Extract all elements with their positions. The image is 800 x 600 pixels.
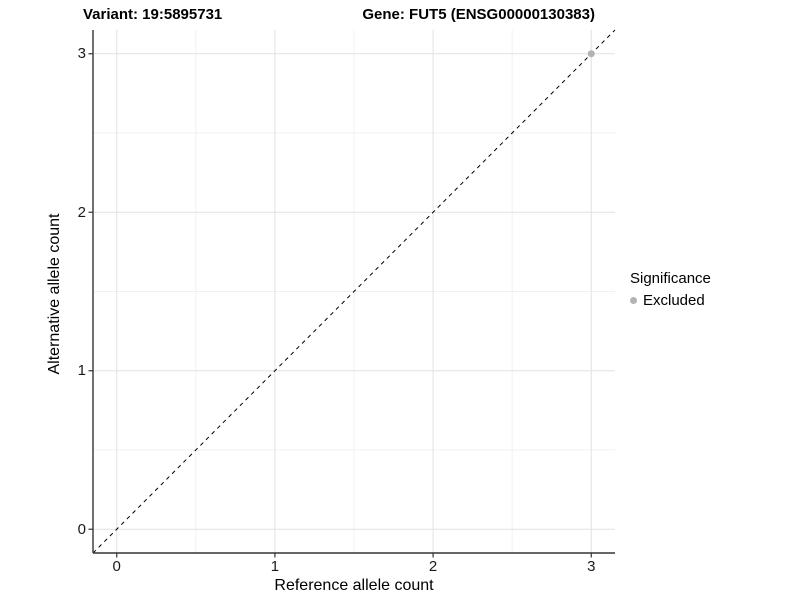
y-tick-label: 3 — [77, 45, 86, 63]
x-tick-label: 3 — [587, 558, 596, 575]
y-tick-label: 0 — [77, 520, 86, 538]
data-point — [587, 50, 595, 58]
y-tick-label: 1 — [77, 362, 86, 380]
legend-item-excluded: Excluded — [630, 292, 711, 309]
y-tick-label: 2 — [77, 203, 86, 221]
legend: Significance Excluded — [630, 270, 711, 309]
x-axis-title: Reference allele count — [274, 577, 434, 594]
x-tick-label: 1 — [270, 558, 280, 575]
legend-title: Significance — [630, 270, 711, 287]
legend-item-label: Excluded — [643, 292, 705, 309]
identity-line — [92, 29, 616, 554]
x-tick-label: 0 — [112, 558, 121, 575]
excluded-point-icon — [630, 297, 637, 304]
plot-title-variant: Variant: 19:5895731 — [83, 6, 223, 23]
x-tick-label: 2 — [428, 558, 438, 575]
y-axis-title: Alternative allele count — [46, 213, 63, 375]
plot-title-gene: Gene: FUT5 (ENSG00000130383) — [362, 6, 595, 23]
plot-title: Variant: 19:5895731 Gene: FUT5 (ENSG0000… — [83, 6, 595, 23]
